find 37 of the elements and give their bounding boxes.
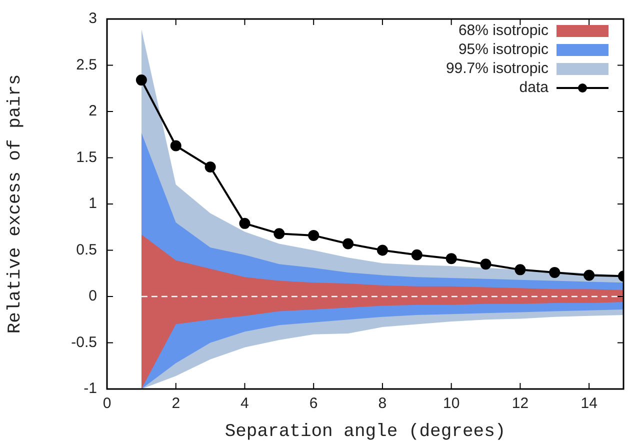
y-tick-label: 2: [88, 102, 97, 120]
x-tick-label: 14: [580, 395, 598, 412]
y-tick-label: 3: [88, 10, 97, 28]
x-tick-label: 2: [172, 395, 180, 412]
point: [204, 162, 216, 172]
x-tick-label: 12: [512, 395, 529, 412]
x-tick-label: 10: [442, 395, 460, 412]
point: [376, 244, 388, 256]
point: [170, 140, 182, 152]
point: [411, 249, 422, 260]
point: [136, 74, 147, 86]
point: [480, 258, 492, 270]
legend-label: 95% isotropic: [458, 41, 549, 58]
legend-label: data: [519, 79, 550, 96]
y-tick-label: -1: [84, 380, 97, 398]
x-tick-label: 6: [309, 395, 318, 412]
y-tick-label: -0.5: [71, 334, 97, 351]
point: [446, 253, 457, 264]
point: [239, 218, 250, 229]
point: [549, 266, 560, 278]
x-axis-title: Separation angle (degrees): [224, 422, 506, 442]
y-tick-label: 1: [88, 195, 97, 212]
x-tick-label: 4: [240, 395, 249, 412]
point: [584, 270, 595, 281]
y-tick-label: 1.5: [76, 148, 97, 166]
point: [342, 238, 354, 250]
legend-label: 68% isotropic: [458, 22, 549, 40]
x-tick-label: 0: [102, 395, 112, 412]
legend-label: 99.7% isotropic: [446, 60, 549, 78]
point: [514, 264, 526, 276]
y-tick-label: 2.5: [76, 56, 97, 74]
point: [274, 228, 285, 240]
point: [308, 230, 320, 241]
x-tick-label: 8: [378, 395, 387, 412]
y-tick-label: 0: [88, 288, 97, 305]
y-tick-label: 0.5: [76, 241, 97, 258]
y-axis-title: Relative excess of pairs: [6, 74, 26, 334]
